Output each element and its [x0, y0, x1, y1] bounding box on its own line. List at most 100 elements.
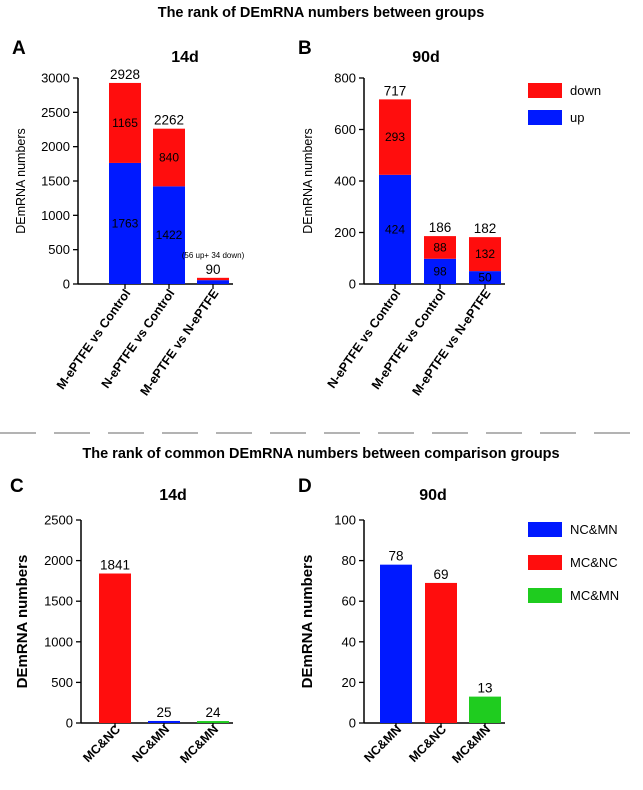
bar-total-label-d: 13	[477, 681, 492, 696]
bar-down-b	[424, 236, 456, 259]
y-tick-label-d: 60	[342, 594, 356, 609]
y-axis-label-a: DEmRNA numbers	[14, 128, 28, 234]
bar-d	[380, 564, 412, 723]
bar-value-label-b: 293	[385, 130, 405, 144]
legend-label-mc-mn: MC&MN	[570, 588, 619, 603]
panel-label-d: D	[298, 476, 312, 497]
bar-value-label-a: 1422	[156, 228, 183, 242]
bar-total-label-c: 1841	[100, 558, 130, 573]
chart-title-b: 90d	[412, 49, 440, 66]
bar-up-a	[109, 162, 141, 284]
category-label-d: MC&MN	[449, 722, 493, 766]
bar-down-a	[109, 82, 141, 163]
y-tick-label-a: 2500	[41, 105, 70, 120]
bar-c	[197, 721, 229, 723]
bar-value-label-a: 840	[159, 151, 179, 165]
bar-down-b	[379, 99, 411, 175]
y-axis-label-c: DEmRNA numbers	[14, 555, 31, 689]
legends: down up NC&MN MC&NC MC&MN	[528, 83, 619, 603]
bar-annotation-a: (56 up+ 34 down)	[182, 251, 245, 260]
category-label-a: M-ePTFE vs Control	[54, 287, 134, 392]
bar-d	[469, 696, 501, 723]
bar-down-b	[469, 237, 501, 272]
y-tick-label-a: 1000	[41, 208, 70, 223]
y-tick-label-c: 1500	[44, 594, 73, 609]
y-tick-label-b: 0	[349, 277, 356, 292]
legend-swatch-nc-mn	[528, 522, 562, 537]
y-tick-label-d: 0	[349, 716, 356, 731]
bar-value-label-a: 1165	[112, 116, 138, 130]
bar-value-label-a: 1763	[112, 216, 139, 230]
bar-total-label-b: 186	[429, 220, 452, 235]
bar-total-label-c: 24	[205, 705, 221, 720]
bar-value-label-b: 88	[433, 240, 447, 254]
legend-swatch-mc-nc	[528, 555, 562, 570]
bar-d	[425, 582, 457, 723]
y-tick-label-b: 200	[334, 225, 356, 240]
category-label-c: MC&NC	[80, 722, 123, 765]
bar-up-a	[153, 186, 185, 284]
bar-c	[99, 573, 131, 723]
bar-down-a	[197, 277, 229, 281]
legend-swatch-down	[528, 83, 562, 98]
bar-up-b	[424, 258, 456, 284]
bar-value-label-b: 50	[478, 271, 492, 285]
category-label-b: M-ePTFE vs N-ePTFE	[409, 287, 493, 399]
y-tick-label-c: 2500	[44, 513, 73, 528]
y-axis-label-b: DEmRNA numbers	[301, 128, 315, 234]
y-tick-label-a: 3000	[41, 71, 70, 86]
y-tick-label-d: 80	[342, 553, 356, 568]
y-tick-label-d: 20	[342, 675, 356, 690]
y-tick-label-d: 40	[342, 634, 356, 649]
category-label-a: M-ePTFE vs N-ePTFE	[137, 287, 221, 399]
y-tick-label-c: 0	[66, 716, 73, 731]
bar-c	[148, 720, 180, 723]
bar-total-label-d: 69	[433, 567, 448, 582]
chart-c: 14d 0 500 1000 1500 2000 2500 DEmRNA numbers 184…	[14, 487, 233, 766]
y-tick-label-c: 500	[51, 675, 73, 690]
y-tick-label-d: 100	[334, 513, 356, 528]
y-tick-label-b: 800	[334, 71, 356, 86]
y-tick-label-b: 600	[334, 122, 356, 137]
y-tick-label-c: 2000	[44, 553, 73, 568]
panel-label-a: A	[12, 38, 26, 59]
bar-total-label-b: 182	[474, 221, 497, 236]
chart-d: 90d 0 20 40 60 80 100 DEmRNA numbers 78 NC&MN 69 MC…	[299, 487, 505, 766]
y-tick-label-a: 1500	[41, 174, 70, 189]
legend-swatch-mc-mn	[528, 588, 562, 603]
bar-up-b	[379, 174, 411, 284]
bar-total-label-a: 2262	[154, 113, 184, 128]
bar-up-a	[197, 280, 229, 284]
y-tick-label-b: 400	[334, 174, 356, 189]
chart-title-d: 90d	[419, 487, 447, 504]
y-tick-label-a: 500	[48, 242, 70, 257]
panel-label-b: B	[298, 38, 312, 59]
y-tick-label-a: 2000	[41, 139, 70, 154]
bar-total-label-b: 717	[384, 83, 407, 98]
bar-down-a	[153, 128, 185, 187]
chart-title-a: 14d	[171, 49, 199, 66]
bar-total-label-c: 25	[156, 705, 171, 720]
bar-value-label-b: 98	[433, 264, 447, 278]
y-tick-label-a: 0	[63, 277, 70, 292]
y-tick-label-c: 1000	[44, 634, 73, 649]
category-label-d: MC&NC	[406, 722, 449, 765]
category-label-c: MC&MN	[177, 722, 221, 766]
legend-swatch-up	[528, 110, 562, 125]
bar-value-label-b: 132	[475, 247, 495, 261]
panel-label-c: C	[10, 476, 24, 497]
legend-label-up: up	[570, 110, 584, 125]
category-label-d: NC&MN	[361, 722, 404, 765]
category-label-c: NC&MN	[129, 722, 172, 765]
legend-label-nc-mn: NC&MN	[570, 522, 618, 537]
bottom-title: The rank of common DEmRNA numbers betwee…	[82, 446, 559, 462]
chart-a: 14d 0 500 1000 1500 2000 2500 3000 DEmRNA number…	[14, 49, 245, 398]
chart-title-c: 14d	[159, 487, 187, 504]
bar-value-label-b: 424	[385, 222, 405, 236]
bar-total-label-d: 78	[388, 549, 403, 564]
bar-up-b	[469, 271, 501, 284]
bar-total-label-a: 2928	[110, 67, 140, 82]
